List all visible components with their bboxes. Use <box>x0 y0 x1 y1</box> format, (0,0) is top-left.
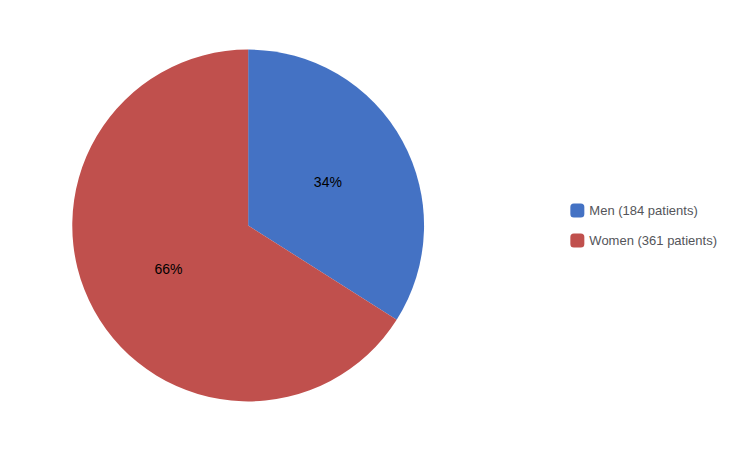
svg-text:34%: 34% <box>314 174 342 190</box>
svg-text:66%: 66% <box>154 261 182 277</box>
svg-text:Women (361 patients): Women (361 patients) <box>589 233 717 248</box>
svg-text:Men (184 patients): Men (184 patients) <box>589 203 697 218</box>
